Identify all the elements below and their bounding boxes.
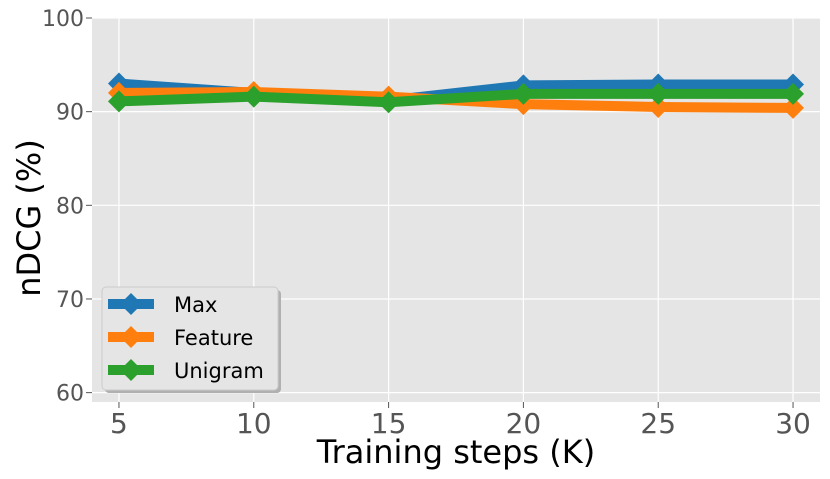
x-axis-ticks: 5 10 15 20 25 30 <box>110 402 811 440</box>
y-tick-label: 60 <box>56 382 84 407</box>
series-layer <box>107 72 805 119</box>
data-point-unigram <box>512 82 535 105</box>
x-tick-label: 20 <box>506 407 542 440</box>
y-tick-label: 100 <box>42 7 84 32</box>
legend-item-unigram: Unigram <box>108 359 264 383</box>
data-point-unigram <box>782 82 805 105</box>
data-point-unigram <box>107 90 130 113</box>
legend-label: Feature <box>174 326 253 350</box>
legend-marker <box>120 326 142 348</box>
x-tick-label: 5 <box>110 407 128 440</box>
data-point-feature <box>647 95 670 118</box>
y-tick-label: 70 <box>56 288 84 313</box>
series-line-unigram <box>118 88 794 108</box>
data-point-unigram <box>647 82 670 105</box>
data-point-unigram <box>377 91 400 114</box>
x-tick-label: 25 <box>640 407 676 440</box>
series-unigram <box>107 82 805 114</box>
legend-label: Unigram <box>174 359 264 383</box>
y-axis-label: nDCG (%) <box>10 139 48 297</box>
legend-item-feature: Feature <box>108 326 253 350</box>
y-axis-ticks: 60 70 80 90 100 <box>42 7 92 407</box>
x-tick-label: 30 <box>775 407 811 440</box>
legend-item-max: Max <box>108 293 217 317</box>
y-tick-label: 90 <box>56 101 84 126</box>
legend-label: Max <box>174 293 217 317</box>
legend-marker <box>120 293 142 315</box>
x-tick-label: 10 <box>236 407 272 440</box>
legend: Max Feature Unigram <box>101 286 281 393</box>
legend-marker <box>120 359 142 381</box>
data-point-feature <box>782 96 805 119</box>
data-point-unigram <box>242 85 265 108</box>
y-tick-label: 80 <box>56 194 84 219</box>
x-axis-label: Training steps (K) <box>316 433 595 471</box>
x-tick-label: 15 <box>371 407 407 440</box>
legend-box <box>101 286 279 391</box>
